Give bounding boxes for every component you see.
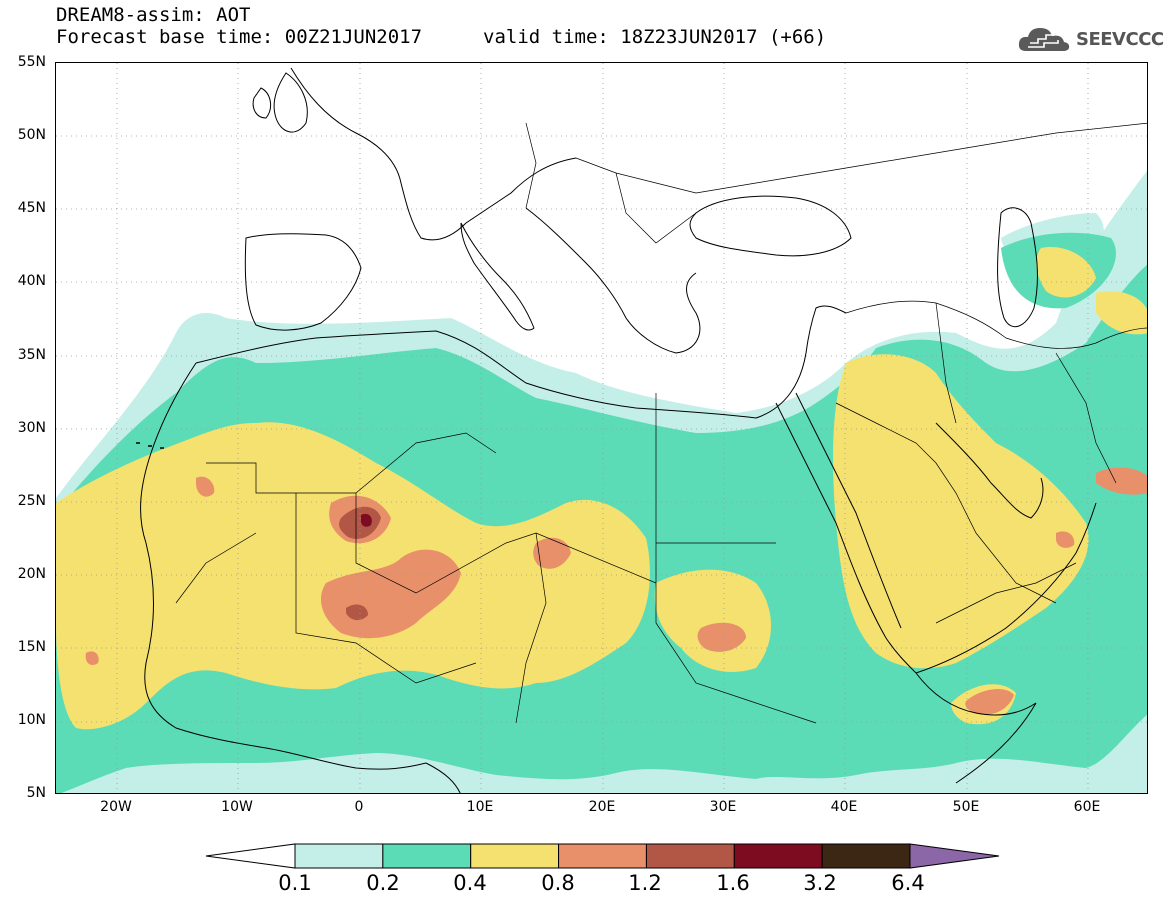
lat-label: 40N xyxy=(17,273,46,289)
cloud-logo-icon xyxy=(1018,28,1070,51)
lat-label: 50N xyxy=(17,127,46,143)
lat-lon-grid xyxy=(56,63,1147,793)
colorbar-label: 0.4 xyxy=(453,871,487,895)
colorbar-swatch xyxy=(382,843,472,869)
lat-label: 10N xyxy=(17,712,46,728)
colorbar-swatch xyxy=(294,843,384,869)
lat-label: 35N xyxy=(17,347,46,363)
forecast-base-time: Forecast base time: 00Z21JUN2017 xyxy=(56,26,423,48)
lat-label: 5N xyxy=(26,785,46,801)
lon-label: 40E xyxy=(830,799,858,815)
coastlines xyxy=(136,67,1147,793)
colorbar-label: 0.2 xyxy=(366,871,400,895)
colorbar-swatch xyxy=(821,843,911,869)
lon-label: 10W xyxy=(221,799,253,815)
colorbar xyxy=(205,843,1000,869)
map-plot-area xyxy=(55,62,1148,794)
lat-label: 55N xyxy=(17,54,46,70)
lon-label: 10E xyxy=(466,799,494,815)
seevccc-logo: SEEVCCC xyxy=(1018,24,1164,54)
colorbar-swatch-high xyxy=(909,843,1000,869)
valid-time: valid time: 18Z23JUN2017 (+66) xyxy=(483,26,827,48)
colorbar-label: 0.8 xyxy=(541,871,575,895)
lon-label: 20W xyxy=(100,799,132,815)
colorbar-label: 0.1 xyxy=(278,871,312,895)
lon-label: 20E xyxy=(588,799,616,815)
lat-label: 45N xyxy=(17,200,46,216)
lon-label: 50E xyxy=(952,799,980,815)
colorbar-label: 1.6 xyxy=(716,871,750,895)
colorbar-swatch xyxy=(558,843,647,869)
colorbar-swatch xyxy=(470,843,560,869)
colorbar-swatch xyxy=(733,843,823,869)
lon-label: 30E xyxy=(709,799,737,815)
colorbar-label: 6.4 xyxy=(891,871,925,895)
logo-text: SEEVCCC xyxy=(1076,28,1164,50)
lat-label: 15N xyxy=(17,639,46,655)
lon-label: 0 xyxy=(354,799,364,815)
colorbar-label: 1.2 xyxy=(628,871,662,895)
colorbar-label: 3.2 xyxy=(803,871,837,895)
lon-label: 60E xyxy=(1073,799,1101,815)
map-title: DREAM8-assim: AOT xyxy=(56,4,251,26)
colorbar-swatches xyxy=(205,843,1000,869)
lat-label: 25N xyxy=(17,493,46,509)
aot-level-1.2 xyxy=(339,506,381,621)
colorbar-swatch xyxy=(645,843,735,869)
colorbar-swatch-low xyxy=(205,843,296,869)
lat-label: 30N xyxy=(17,420,46,436)
aot-level-1.6 xyxy=(360,513,372,527)
aot-map xyxy=(56,63,1147,793)
lat-label: 20N xyxy=(17,566,46,582)
